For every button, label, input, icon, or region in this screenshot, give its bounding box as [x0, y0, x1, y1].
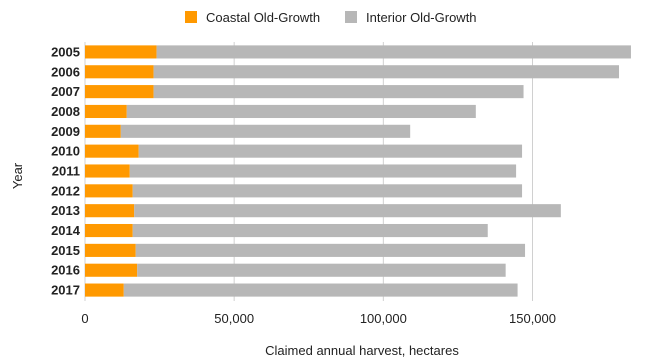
y-tick-label: 2006: [51, 64, 80, 79]
bar-interior-2011: [129, 164, 517, 178]
bar-interior-2012: [132, 184, 523, 198]
y-tick-label: 2013: [51, 203, 80, 218]
bar-interior-2015: [135, 243, 526, 257]
bar-coastal-2008: [85, 104, 127, 119]
bar-interior-2007: [153, 85, 524, 99]
bar-coastal-2010: [85, 144, 139, 158]
bar-coastal-2014: [85, 223, 133, 238]
bar-interior-2013: [134, 204, 561, 218]
bar-interior-2008: [126, 104, 476, 119]
bar-coastal-2016: [85, 263, 138, 277]
x-tick-label: 50,000: [214, 311, 254, 326]
bar-coastal-2011: [85, 164, 130, 178]
y-tick-label: 2017: [51, 283, 80, 298]
y-tick-label: 2010: [51, 144, 80, 159]
legend-label: Coastal Old-Growth: [206, 10, 320, 25]
bar-interior-2006: [153, 65, 620, 79]
bar-interior-2005: [156, 45, 631, 59]
bar-coastal-2015: [85, 243, 136, 257]
y-tick-label: 2016: [51, 263, 80, 278]
x-axis-tick-labels: 0 50,000 100,000 150,000: [81, 311, 556, 326]
legend-label: Interior Old-Growth: [366, 10, 477, 25]
y-tick-label: 2008: [51, 104, 80, 119]
legend-swatch: [185, 11, 197, 23]
y-tick-label: 2007: [51, 84, 80, 99]
y-tick-label: 2015: [51, 243, 80, 258]
y-tick-label: 2009: [51, 124, 80, 139]
x-tick-label: 150,000: [509, 311, 556, 326]
bar-interior-2009: [120, 124, 411, 138]
y-tick-label: 2012: [51, 183, 80, 198]
legend-swatch: [345, 11, 357, 23]
bar-interior-2017: [123, 283, 518, 297]
bar-interior-2010: [138, 144, 523, 158]
bar-coastal-2007: [85, 85, 154, 99]
x-tick-label: 100,000: [360, 311, 407, 326]
y-tick-label: 2011: [52, 164, 80, 179]
y-axis-title: Year: [10, 162, 25, 189]
bar-interior-2016: [137, 263, 506, 277]
bar-coastal-2006: [85, 65, 154, 79]
y-tick-label: 2014: [51, 223, 81, 238]
x-tick-label: 0: [81, 311, 88, 326]
bar-coastal-2017: [85, 283, 124, 297]
bar-interior-2014: [132, 223, 488, 238]
y-axis-tick-labels: 2005 2006 2007 2008 2009 2010 2011 2012 2013 2014…: [51, 44, 81, 297]
bar-coastal-2012: [85, 184, 133, 198]
bar-coastal-2009: [85, 124, 121, 138]
y-tick-label: 2005: [51, 44, 80, 59]
bar-coastal-2013: [85, 204, 135, 218]
bars: [85, 45, 631, 297]
x-axis-title: Claimed annual harvest, hectares: [265, 343, 459, 358]
bar-coastal-2005: [85, 45, 157, 59]
legend: Coastal Old-Growth Interior Old-Growth: [185, 10, 477, 25]
